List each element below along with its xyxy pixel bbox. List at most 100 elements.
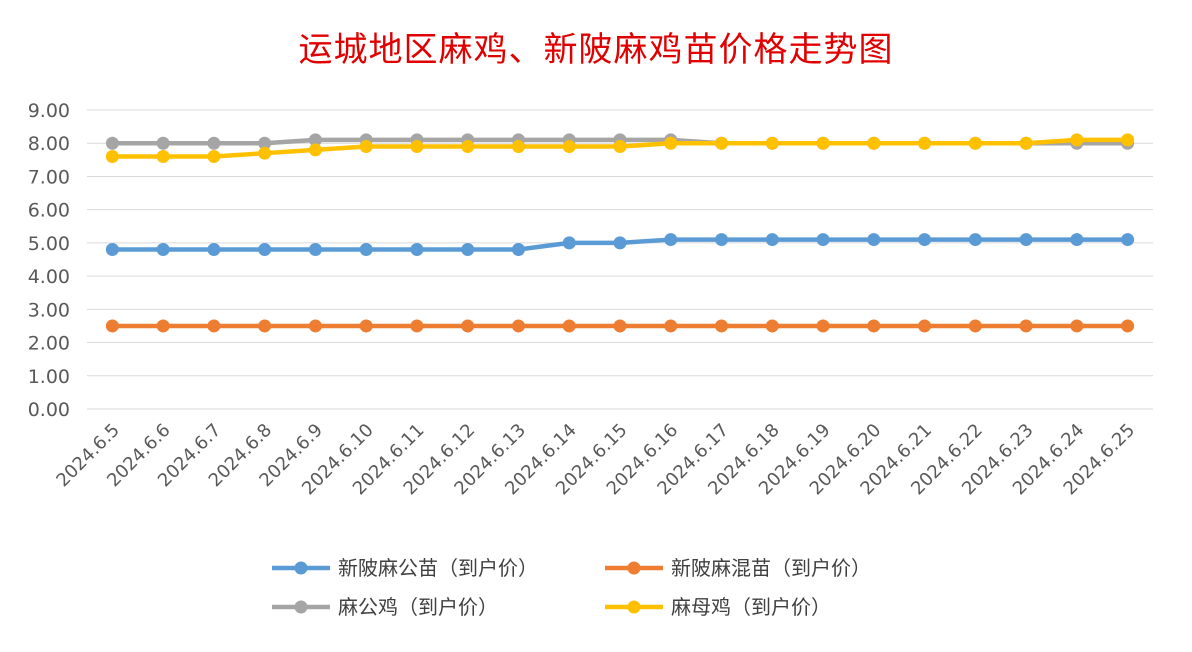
data-point [105, 319, 119, 333]
data-point [258, 243, 272, 257]
data-point [308, 143, 322, 157]
data-point [613, 319, 627, 333]
data-point [918, 233, 932, 247]
data-point [461, 140, 475, 154]
data-point [867, 136, 881, 150]
data-point [511, 140, 525, 154]
data-point [359, 319, 373, 333]
data-point [867, 233, 881, 247]
data-point [207, 243, 221, 257]
data-point [1019, 319, 1033, 333]
data-point [664, 136, 678, 150]
series [105, 233, 1135, 257]
data-point [765, 319, 779, 333]
data-point [715, 319, 729, 333]
y-tick-label: 1.00 [28, 366, 70, 388]
series-lines [105, 133, 1135, 333]
data-point [968, 233, 982, 247]
data-point [258, 319, 272, 333]
y-tick-label: 2.00 [28, 333, 70, 355]
data-point [1070, 133, 1084, 147]
y-tick-label: 6.00 [28, 200, 70, 222]
data-point [1019, 233, 1033, 247]
data-point [715, 136, 729, 150]
data-point [359, 140, 373, 154]
series [105, 319, 1135, 333]
legend-swatch-marker [294, 561, 308, 575]
series [105, 133, 1135, 164]
data-point [258, 146, 272, 160]
data-point [258, 136, 272, 150]
data-point [156, 319, 170, 333]
chart-title: 运城地区麻鸡、新陂麻鸡苗价格走势图 [298, 30, 894, 70]
data-point [664, 233, 678, 247]
legend-label: 麻公鸡（到户价） [338, 595, 498, 619]
legend-label: 新陂麻公苗（到户价） [338, 556, 538, 580]
data-point [562, 319, 576, 333]
data-point [359, 243, 373, 257]
data-point [105, 243, 119, 257]
data-point [461, 319, 475, 333]
data-point [207, 319, 221, 333]
data-point [816, 136, 830, 150]
data-point [511, 243, 525, 257]
data-point [918, 319, 932, 333]
data-point [1070, 319, 1084, 333]
y-tick-label: 5.00 [28, 233, 70, 255]
data-point [156, 136, 170, 150]
data-point [613, 236, 627, 250]
legend: 新陂麻公苗（到户价） 新陂麻混苗（到户价） 麻公鸡（到户价） 麻母鸡（到户价） [272, 556, 871, 619]
data-point [308, 319, 322, 333]
legend-item: 麻公鸡（到户价） [272, 595, 498, 619]
legend-swatch-marker [627, 600, 641, 614]
data-point [867, 319, 881, 333]
y-tick-label: 8.00 [28, 133, 70, 155]
data-point [156, 243, 170, 257]
data-point [816, 319, 830, 333]
y-tick-label: 3.00 [28, 299, 70, 321]
data-point [461, 243, 475, 257]
legend-item: 新陂麻混苗（到户价） [605, 556, 871, 580]
data-point [1121, 133, 1135, 147]
data-point [968, 136, 982, 150]
y-tick-label: 4.00 [28, 266, 70, 288]
data-point [1070, 233, 1084, 247]
y-tick-label: 7.00 [28, 166, 70, 188]
data-point [968, 319, 982, 333]
data-point [410, 243, 424, 257]
y-axis-ticks: 0.00 1.00 2.00 3.00 4.00 5.00 6.00 7.00 8.00 9.00 [28, 100, 70, 421]
legend-swatch-marker [294, 600, 308, 614]
data-point [105, 150, 119, 164]
data-point [1121, 319, 1135, 333]
data-point [511, 319, 525, 333]
data-point [562, 236, 576, 250]
data-point [664, 319, 678, 333]
data-point [156, 150, 170, 164]
data-point [105, 136, 119, 150]
data-point [562, 140, 576, 154]
legend-swatch-marker [627, 561, 641, 575]
legend-item: 新陂麻公苗（到户价） [272, 556, 538, 580]
legend-label: 新陂麻混苗（到户价） [671, 556, 871, 580]
y-tick-label: 9.00 [28, 100, 70, 122]
data-point [308, 133, 322, 147]
y-tick-label: 0.00 [28, 399, 70, 421]
data-point [715, 233, 729, 247]
data-point [207, 150, 221, 164]
legend-label: 麻母鸡（到户价） [671, 595, 831, 619]
data-point [308, 243, 322, 257]
data-point [816, 233, 830, 247]
x-axis-ticks: 2024.6.52024.6.62024.6.72024.6.82024.6.9… [52, 420, 1139, 500]
data-point [918, 136, 932, 150]
data-point [410, 319, 424, 333]
data-point [613, 140, 627, 154]
data-point [765, 233, 779, 247]
data-point [207, 136, 221, 150]
data-point [765, 136, 779, 150]
data-point [1019, 136, 1033, 150]
legend-item: 麻母鸡（到户价） [605, 595, 831, 619]
data-point [1121, 233, 1135, 247]
data-point [410, 140, 424, 154]
